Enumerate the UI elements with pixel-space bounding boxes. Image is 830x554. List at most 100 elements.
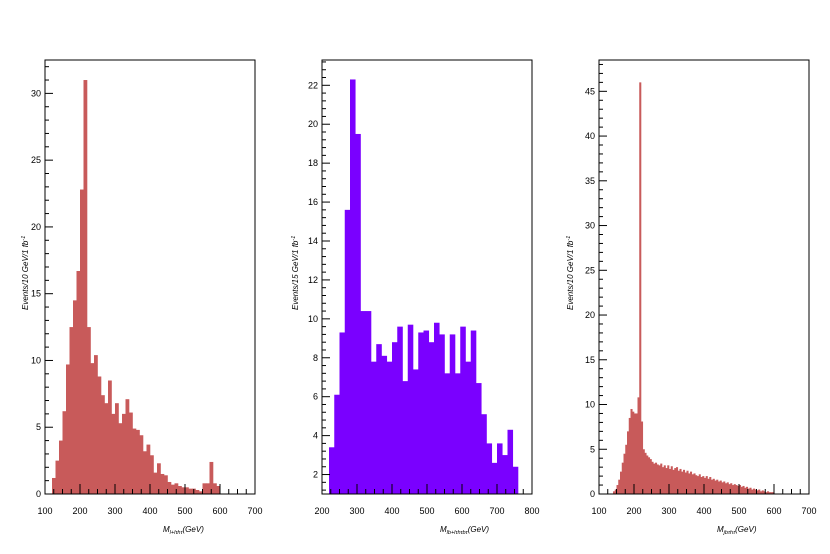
- histogram-bar: [716, 479, 719, 494]
- histogram-bar: [139, 435, 144, 494]
- histogram-bar: [502, 455, 508, 494]
- histogram-bar: [679, 468, 682, 494]
- y-tick-label: 16: [308, 197, 318, 207]
- histogram-bar: [697, 476, 700, 494]
- histogram-bar: [620, 471, 623, 494]
- histogram-bar: [707, 478, 710, 494]
- histogram-bar: [747, 488, 750, 494]
- histogram-bar: [753, 488, 756, 494]
- histogram-bar: [434, 322, 440, 494]
- histogram-bar: [739, 485, 742, 494]
- y-tick-label: 45: [585, 86, 595, 96]
- y-tick-label: 40: [585, 131, 595, 141]
- histogram-bar: [153, 472, 158, 494]
- histogram-bar: [439, 334, 445, 494]
- histogram-bar: [199, 491, 203, 494]
- histogram-bar: [677, 470, 680, 494]
- histogram-bar: [157, 463, 161, 494]
- histogram-bar: [754, 489, 757, 494]
- histogram-bar: [751, 489, 754, 494]
- histogram-bar: [642, 449, 645, 494]
- histogram-bar: [350, 79, 356, 495]
- histogram-bar: [719, 480, 722, 494]
- histogram-bar: [651, 461, 654, 494]
- histogram-bar: [101, 395, 105, 494]
- histogram-bar: [639, 82, 642, 495]
- histogram-bar: [625, 444, 628, 494]
- x-tick-label: 200: [314, 506, 329, 516]
- histogram-bar: [334, 394, 340, 494]
- y-tick-label: 18: [308, 158, 318, 168]
- histogram-bar: [460, 326, 466, 494]
- histogram-bar: [397, 326, 403, 494]
- histogram-bar: [213, 483, 217, 494]
- histogram-bar: [160, 473, 165, 494]
- histogram-bar: [670, 466, 673, 494]
- histogram-bar: [653, 463, 656, 494]
- y-tick-label: 30: [585, 221, 595, 231]
- x-tick-label: 700: [489, 506, 504, 516]
- histogram-bar: [111, 413, 116, 494]
- y-tick-label: 10: [308, 314, 318, 324]
- x-tick-label: 300: [661, 506, 676, 516]
- histogram-bar: [663, 465, 666, 494]
- histogram-bar: [726, 482, 729, 494]
- histogram-bar: [94, 355, 98, 494]
- histogram-bar: [635, 413, 638, 494]
- histogram-bar: [656, 464, 659, 494]
- x-tick-label: 600: [212, 506, 227, 516]
- x-tick-label: 700: [247, 506, 262, 516]
- histogram-bar: [672, 469, 675, 494]
- histogram-bar: [637, 397, 640, 494]
- histogram-bar: [684, 472, 687, 494]
- histogram-bar: [381, 355, 388, 494]
- x-tick-label: 300: [349, 506, 364, 516]
- histogram-bar: [174, 483, 179, 494]
- histogram-bar: [164, 475, 168, 494]
- y-tick-label: 6: [313, 392, 318, 402]
- histogram-bar: [171, 484, 175, 494]
- histogram-bar: [355, 133, 361, 494]
- histogram-bar: [767, 491, 770, 494]
- histogram-bar: [690, 471, 693, 494]
- histogram-bar: [674, 468, 677, 494]
- histogram-bar: [628, 417, 631, 494]
- histogram-bar: [744, 487, 747, 494]
- histogram-bar: [756, 490, 759, 494]
- histogram-bar: [695, 475, 698, 494]
- y-tick-label: 20: [31, 222, 41, 232]
- histogram-bar: [683, 469, 686, 494]
- histogram-bar: [73, 300, 77, 494]
- histogram-bar: [209, 461, 214, 494]
- histogram-bar: [376, 344, 382, 494]
- histogram-bar: [630, 408, 633, 494]
- x-tick-label: 500: [177, 506, 192, 516]
- histogram-bar: [725, 483, 728, 494]
- histogram-bar: [76, 270, 81, 494]
- histogram-bar: [115, 403, 119, 494]
- y-tick-label: 5: [590, 444, 595, 454]
- histogram-panel-2: 200 300 400 500 600 700 800 2 4 6 8 10 12 14 16 18 20 22 M…: [291, 59, 540, 536]
- y-tick-label: 14: [308, 236, 318, 246]
- x-axis-label: Mjbτhτ(GeV): [717, 525, 757, 536]
- histogram-bar: [486, 443, 493, 494]
- histogram-bar: [681, 471, 684, 494]
- y-tick-label: 0: [36, 489, 41, 499]
- y-axis-label: Events/15 GeV/1 fb-1: [291, 236, 300, 310]
- histogram-bar: [402, 381, 409, 494]
- histogram-bar: [449, 334, 456, 494]
- x-tick-label: 200: [72, 506, 87, 516]
- histogram-panel-3: 100 200 300 400 500 600 700 0 5 10 15 20 25 30 35 40 45 M…: [566, 59, 817, 536]
- histogram-bar: [711, 479, 714, 494]
- histogram-bar: [497, 443, 503, 494]
- histogram-bar: [712, 478, 715, 494]
- x-tick-label: 300: [107, 506, 122, 516]
- histogram-bar: [178, 485, 182, 494]
- histogram-bar: [723, 481, 726, 494]
- histogram-bar: [143, 451, 147, 494]
- histogram-bar: [634, 413, 637, 494]
- histogram-bar: [702, 476, 705, 494]
- histogram-bar: [772, 492, 775, 494]
- x-tick-label: 600: [766, 506, 781, 516]
- histogram-bar: [700, 477, 703, 494]
